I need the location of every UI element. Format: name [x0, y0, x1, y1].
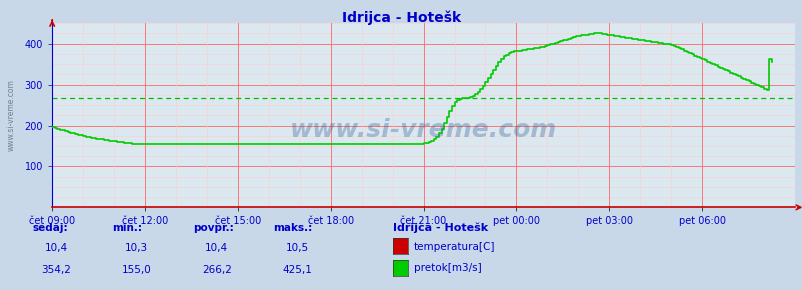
Text: maks.:: maks.: [273, 222, 312, 233]
Text: pretok[m3/s]: pretok[m3/s] [413, 263, 480, 273]
Text: 155,0: 155,0 [121, 264, 152, 275]
Text: 354,2: 354,2 [41, 264, 71, 275]
Text: 10,4: 10,4 [205, 243, 228, 253]
Text: sedaj:: sedaj: [32, 222, 67, 233]
Text: 10,4: 10,4 [45, 243, 67, 253]
Text: 10,5: 10,5 [286, 243, 308, 253]
Text: www.si-vreme.com: www.si-vreme.com [290, 118, 557, 142]
Text: 266,2: 266,2 [201, 264, 232, 275]
Text: min.:: min.: [112, 222, 142, 233]
Text: 425,1: 425,1 [282, 264, 312, 275]
Text: temperatura[C]: temperatura[C] [413, 242, 494, 251]
Text: povpr.:: povpr.: [192, 222, 233, 233]
Text: www.si-vreme.com: www.si-vreme.com [7, 79, 16, 151]
Text: Idrijca - Hotešk: Idrijca - Hotešk [342, 10, 460, 25]
Text: 10,3: 10,3 [125, 243, 148, 253]
Text: Idrijca - Hotešk: Idrijca - Hotešk [393, 222, 488, 233]
